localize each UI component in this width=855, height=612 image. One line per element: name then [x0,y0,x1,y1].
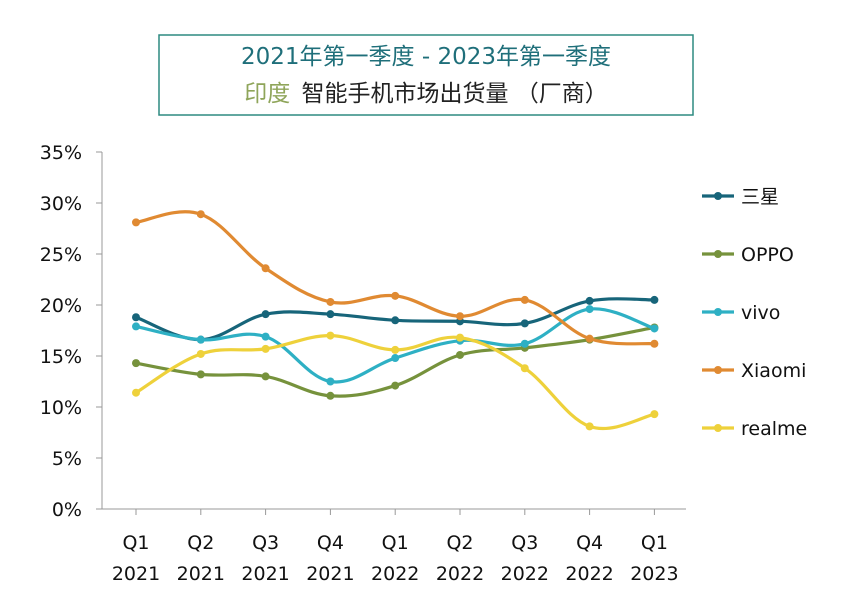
chart-title-line2: 印度 智能手机市场出货量 （厂商） [244,81,608,107]
title-box [158,34,694,116]
data-point [196,335,205,344]
chart-title-rest: 智能手机市场出货量 （厂商） [302,81,608,107]
x-tick-quarter: Q3 [511,532,538,554]
legend-label: vivo [741,302,780,324]
y-tick-label: 10% [40,397,82,419]
data-point [132,218,140,227]
y-tick-label: 30% [40,193,82,215]
x-tick-quarter: Q4 [576,532,603,554]
legend-marker [714,192,722,200]
data-point [650,410,659,419]
data-point [261,344,270,353]
data-point [196,210,205,219]
data-point [261,332,270,341]
data-point [261,310,270,319]
data-point [326,310,335,319]
data-point [650,324,659,333]
x-tick-year: 2022 [371,563,419,585]
legend-marker [714,250,722,258]
data-point [326,331,335,340]
series-lines [132,210,659,431]
legend-item: 三星 [702,186,779,208]
legend-label: Xiaomi [741,360,806,382]
chart-title-line1: 2021年第一季度 - 2023年第一季度 [241,44,611,70]
legend-item: realme [702,418,807,440]
series-vivo [132,305,659,386]
y-tick-label: 25% [40,244,82,266]
data-point [132,322,140,331]
data-point [261,264,270,273]
x-tick-labels: Q1 2021 Q2 2021 Q3 2021 Q4 2021 Q1 2022 Q2 2022 Q3 20… [112,509,679,585]
data-point [391,354,400,363]
data-point [520,339,529,348]
data-point [650,295,659,304]
data-point [132,313,140,322]
x-tick-year: 2022 [565,563,613,585]
data-point [520,295,529,304]
data-point [261,372,270,381]
series-Xiaomi [132,210,659,348]
x-tick-year: 2021 [112,563,160,585]
x-tick-quarter: Q2 [187,532,214,554]
legend-item: OPPO [702,244,794,266]
x-tick-quarter: Q3 [252,532,279,554]
legend-label: OPPO [741,244,794,266]
x-tick-year: 2021 [306,563,354,585]
data-point [456,333,464,342]
x-tick-year: 2021 [241,563,289,585]
data-point [650,339,659,348]
data-point [520,364,529,373]
data-point [585,296,594,305]
data-point [326,391,335,400]
data-point [391,291,400,300]
data-point [391,316,400,325]
x-tick-quarter: Q1 [382,532,409,554]
data-point [585,422,594,431]
x-tick-quarter: Q4 [317,532,344,554]
legend-item: Xiaomi [702,360,806,382]
legend-marker [714,308,722,316]
data-point [391,345,400,354]
data-point [520,319,529,328]
chart-title-highlight: 印度 [244,81,290,107]
data-point [132,388,140,397]
y-tick-label: 0% [52,499,82,521]
y-tick-label: 15% [40,346,82,368]
data-point [585,305,594,314]
y-tick-labels: 0% 5% 10% 15% 20% 25% 30% 35% [40,142,102,521]
data-point [196,349,205,358]
y-tick-label: 20% [40,295,82,317]
x-tick-quarter: Q1 [641,532,668,554]
legend-label: realme [741,418,807,440]
x-tick-quarter: Q1 [122,532,149,554]
data-point [456,350,464,359]
x-tick-year: 2022 [436,563,484,585]
series-realme [132,331,659,431]
data-point [326,377,335,386]
legend-label: 三星 [741,186,779,208]
legend-item: vivo [702,302,780,324]
data-point [196,370,205,379]
legend-marker [714,366,722,374]
y-tick-label: 35% [40,142,82,164]
data-point [132,359,140,368]
x-tick-year: 2021 [177,563,225,585]
data-point [391,381,400,390]
legend: 三星 OPPO vivo Xiaomi realme [702,186,807,440]
series-三星 [132,295,659,344]
x-tick-year: 2023 [630,563,678,585]
legend-marker [714,424,722,432]
data-point [585,334,594,343]
data-point [456,312,464,321]
y-tick-label: 5% [52,448,82,470]
x-tick-quarter: Q2 [446,532,473,554]
data-point [326,297,335,306]
x-tick-year: 2022 [501,563,549,585]
